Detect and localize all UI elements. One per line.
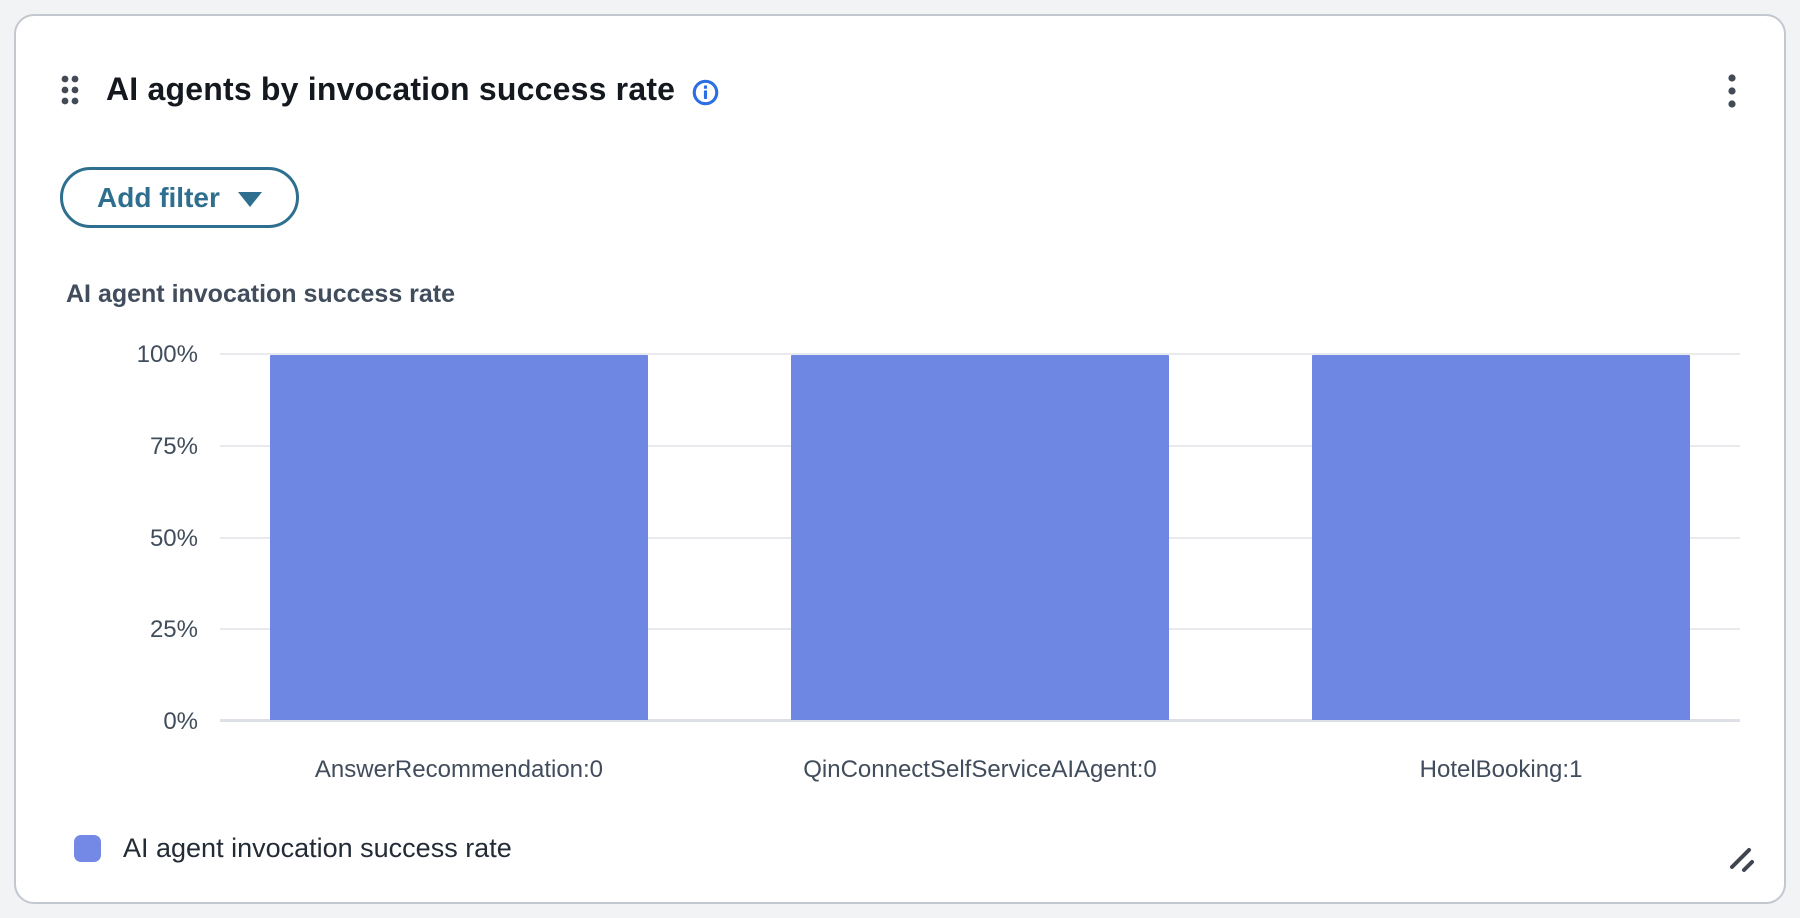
y-tick-label: 75% <box>149 432 198 460</box>
legend-item[interactable]: AI agent invocation success rate <box>74 833 512 864</box>
x-axis-labels: AnswerRecommendation:0 QinConnectSelfServ… <box>220 756 1740 784</box>
chart-legend: AI agent invocation success rate <box>60 833 1740 874</box>
resize-handle-icon[interactable] <box>1726 843 1758 880</box>
plot-area <box>220 353 1740 722</box>
x-axis-label: HotelBooking:1 <box>1419 756 1583 783</box>
x-axis-label: AnswerRecommendation:0 <box>314 756 604 783</box>
info-icon[interactable] <box>691 78 720 107</box>
x-axis-baseline <box>220 719 1740 722</box>
bar-chart: 100% 75% 50% 25% 0% AnswerRecommendation:0 Qi… <box>60 341 1740 784</box>
bar[interactable] <box>270 355 648 720</box>
filter-toolbar: Add filter <box>60 167 1740 228</box>
y-tick-label: 50% <box>149 524 198 552</box>
widget-card: AI agents by invocation success rate Add… <box>14 14 1786 904</box>
widget-header: AI agents by invocation success rate <box>60 56 1740 123</box>
legend-label: AI agent invocation success rate <box>123 833 512 863</box>
x-axis-label: QinConnectSelfServiceAIAgent:0 <box>803 756 1157 783</box>
add-filter-button[interactable]: Add filter <box>60 167 299 228</box>
add-filter-label: Add filter <box>97 181 220 213</box>
caret-down-icon <box>237 191 262 207</box>
gridline <box>220 353 1740 355</box>
y-tick-label: 100% <box>136 341 198 368</box>
chart-title: AI agent invocation success rate <box>66 280 456 308</box>
bars-container <box>220 355 1740 720</box>
plot-column: AnswerRecommendation:0 QinConnectSelfServ… <box>220 353 1740 784</box>
y-axis: 100% 75% 50% 25% 0% <box>60 341 220 735</box>
drag-handle-icon[interactable] <box>60 73 80 107</box>
y-tick-label: 25% <box>149 616 198 644</box>
kebab-menu-icon[interactable] <box>1720 66 1744 123</box>
widget-title: AI agents by invocation success rate <box>106 71 676 107</box>
legend-swatch <box>74 835 101 862</box>
bar[interactable] <box>1312 355 1690 720</box>
bar[interactable] <box>791 355 1169 720</box>
y-tick-label: 0% <box>163 708 198 735</box>
